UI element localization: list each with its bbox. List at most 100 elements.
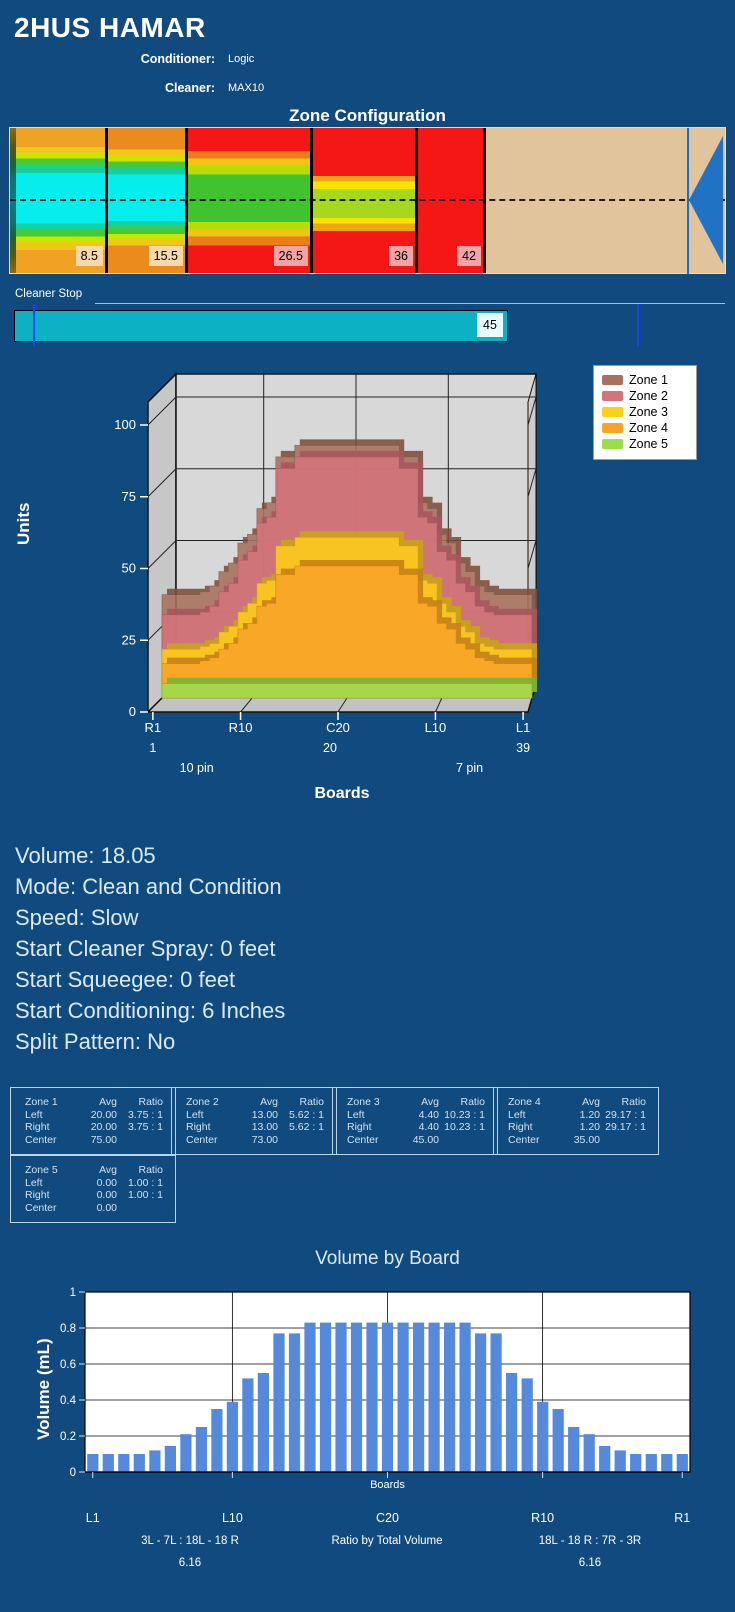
lane-center-dashed-line — [10, 199, 725, 201]
zone-boundary-marker[interactable]: 26.5 — [273, 246, 308, 266]
volume-y-tick-label: 0.8 — [60, 1323, 76, 1335]
volume-bar — [413, 1322, 425, 1472]
volume-y-tick-label: 0.6 — [60, 1359, 76, 1371]
zone-table-header: Zone 3 Avg Ratio — [347, 1096, 485, 1108]
page-title: 2HUS HAMAR — [14, 12, 206, 43]
y-tick-label: 50 — [122, 561, 136, 576]
legend-item: Zone 2 — [602, 389, 690, 403]
volume-y-tick-label: 1 — [70, 1287, 76, 1299]
volume-x-tick-label: R1 — [674, 1511, 690, 1525]
volume-bar — [645, 1454, 657, 1472]
zone-boundary-marker[interactable]: 42 — [457, 246, 481, 266]
volume-bar — [614, 1450, 626, 1472]
x-tick-label: L10 — [425, 720, 447, 735]
legend-color-chip — [602, 439, 623, 449]
legend-color-chip — [602, 423, 623, 433]
legend-item: Zone 4 — [602, 421, 690, 435]
volume-bar — [102, 1454, 114, 1472]
board-number-label: 1 — [149, 741, 156, 755]
zone-table-row: Left 1.20 29.17 : 1 — [508, 1108, 646, 1121]
pattern-info-block: Volume: 18.05 Mode: Clean and Condition Sp… — [15, 840, 285, 1057]
pin-label: 10 pin — [180, 761, 214, 775]
volume-y-tick-label: 0 — [70, 1467, 76, 1479]
conditioner-value: Logic — [228, 53, 255, 65]
volume-y-tick-label: 0.4 — [60, 1395, 77, 1407]
volume-bar — [475, 1333, 487, 1472]
volume-x-tick-label: R10 — [531, 1511, 554, 1525]
legend-item: Zone 1 — [602, 373, 690, 387]
volume-bar — [583, 1434, 595, 1472]
cleaner-value: MAX10 — [228, 82, 265, 94]
zone-legend: Zone 1 Zone 2 Zone 3 Zone 4 Zone 5 — [593, 365, 697, 460]
volume-x-tick-label: L10 — [222, 1511, 243, 1525]
volume-bar — [226, 1401, 238, 1472]
zone-stats-table: Zone 5 Avg Ratio Left 0.00 1.00 : 1 Right 0.00 1… — [10, 1155, 176, 1223]
volume-bar — [133, 1454, 145, 1472]
volume-bar — [444, 1322, 456, 1472]
info-line: Start Conditioning: 6 Inches — [15, 998, 286, 1023]
y-tick-label: 75 — [122, 489, 136, 504]
volume-bar — [304, 1322, 316, 1472]
zone-table-row: Left 4.40 10.23 : 1 — [347, 1108, 485, 1121]
zone-stats-table: Zone 2 Avg Ratio Left 13.00 5.62 : 1 Right 13.0… — [171, 1087, 337, 1155]
zone-table-row: Center 45.00 — [347, 1133, 439, 1146]
volume-bar — [676, 1454, 688, 1472]
zone-table-row: Center 75.00 — [25, 1133, 117, 1146]
volume-bar — [319, 1322, 332, 1472]
volume-bar — [506, 1373, 518, 1472]
legend-color-chip — [602, 391, 623, 401]
cleaner-stop-tick-left — [33, 304, 35, 346]
legend-label: Zone 2 — [629, 389, 668, 403]
y-tick-label: 25 — [122, 632, 136, 647]
x-tick-label: L1 — [516, 720, 530, 735]
volume-bar — [87, 1454, 99, 1472]
volume-by-board-chart: 0 0.2 0.4 0.6 0.8 1 L1 L10 C20 R10 R1 Boards 3L - 7L… — [60, 1287, 691, 1569]
zone-table-row: Left 0.00 1.00 : 1 — [25, 1176, 163, 1189]
x-tick-label: R1 — [145, 720, 162, 735]
volume-bar — [288, 1333, 301, 1472]
zone-table-row: Right 4.40 10.23 : 1 — [347, 1121, 485, 1133]
cleaner-stop-label: Cleaner Stop — [15, 288, 83, 300]
units-3d-chart: 0 25 50 75 100 R1 R10 C20 L10 L1 1 20 39 10 pin 7 pin B… — [114, 372, 537, 802]
zone-table-row: Left 13.00 5.62 : 1 — [186, 1108, 324, 1121]
ratio-value-right: 6.16 — [579, 1557, 601, 1569]
ratio-annotation-left: 3L - 7L : 18L - 18 R — [141, 1535, 239, 1547]
volume-bar — [366, 1322, 378, 1472]
cleaner-stop-value[interactable]: 45 — [477, 313, 503, 337]
info-line: Mode: Clean and Condition — [15, 874, 282, 899]
zone-boundary-marker[interactable]: 8.5 — [75, 246, 103, 266]
zone-ribbon — [161, 560, 537, 699]
zone-stats-table: Zone 4 Avg Ratio Left 1.20 29.17 : 1 Right 1.20… — [493, 1087, 659, 1155]
pin-label: 7 pin — [456, 761, 483, 775]
ratio-annotation-right: 18L - 18 R : 7R - 3R — [539, 1535, 641, 1547]
zone-table-row: Right 0.00 1.00 : 1 — [25, 1189, 163, 1201]
zone-stats-table: Zone 3 Avg Ratio Left 4.40 10.23 : 1 Right 4.40… — [332, 1087, 498, 1155]
volume-bar — [521, 1378, 533, 1472]
zone-table-header: Zone 2 Avg Ratio — [186, 1096, 324, 1108]
board-number-label: 20 — [323, 741, 337, 755]
info-line: Volume: 18.05 — [15, 843, 156, 868]
cleaner-label: Cleaner: — [164, 81, 215, 95]
cleaner-stop-rule — [95, 303, 725, 304]
ratio-value-left: 6.16 — [179, 1557, 201, 1569]
volume-bar — [273, 1333, 285, 1472]
volume-boards-label: Boards — [370, 1479, 405, 1491]
board-number-label: 39 — [516, 741, 530, 755]
zone-boundary-marker[interactable]: 15.5 — [148, 246, 183, 266]
legend-item: Zone 5 — [602, 437, 690, 451]
volume-bar — [180, 1434, 192, 1472]
cleaner-stop-slider[interactable] — [14, 310, 508, 342]
y-tick-label: 100 — [114, 417, 136, 432]
zone-table-row: Right 13.00 5.62 : 1 — [186, 1121, 324, 1133]
cleaner-stop-tick-right — [637, 304, 639, 346]
zone-table-row: Center 0.00 — [25, 1201, 117, 1214]
legend-color-chip — [602, 375, 623, 385]
zone-boundary-marker[interactable]: 36 — [389, 246, 413, 266]
legend-label: Zone 4 — [629, 421, 668, 435]
boards-axis-title: Boards — [314, 785, 369, 802]
zone-table-header: Zone 5 Avg Ratio — [25, 1164, 163, 1176]
pattern-direction-arrow-icon — [689, 136, 723, 264]
volume-x-tick-label: C20 — [376, 1511, 399, 1525]
info-line: Start Squeegee: 0 feet — [15, 967, 236, 992]
